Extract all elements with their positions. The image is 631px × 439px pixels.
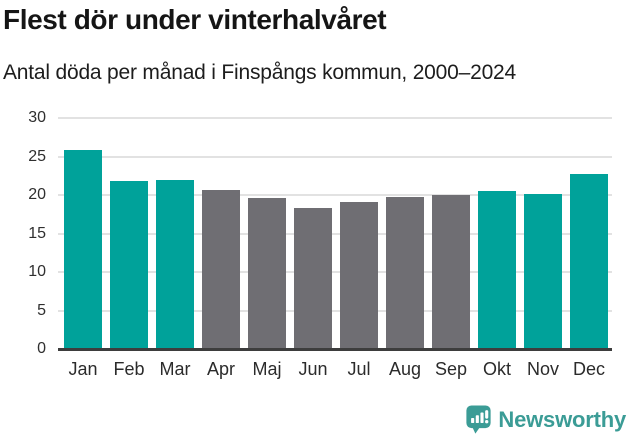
x-tick-label: Sep (434, 359, 468, 379)
y-tick-label: 20 (28, 186, 46, 203)
newsworthy-logo-icon (466, 405, 492, 434)
x-tick-label: Okt (482, 359, 511, 379)
bar (110, 181, 148, 349)
gridline (58, 271, 612, 273)
bar (432, 195, 470, 349)
x-tick-label: Feb (113, 359, 145, 379)
x-tick-label: Jun (298, 359, 328, 379)
bar (248, 198, 286, 349)
y-tick-label: 5 (37, 301, 46, 319)
x-tick-label: Dec (572, 359, 605, 379)
bar (478, 191, 516, 349)
gridline (58, 309, 612, 312)
y-tick-label: 15 (28, 224, 46, 242)
bar (294, 208, 332, 349)
bar (202, 190, 240, 349)
brand-footer: Newsworthy (466, 405, 626, 434)
gridline (58, 194, 612, 196)
x-tick-label: Jan (68, 359, 98, 379)
bar (524, 194, 562, 349)
x-tick-label: Aug (388, 359, 422, 379)
chart-subtitle: Antal döda per månad i Finspångs kommun,… (3, 61, 517, 84)
bar (570, 174, 608, 349)
x-tick-label: Nov (526, 359, 559, 379)
y-tick-label: 25 (28, 147, 46, 165)
bar (64, 149, 102, 349)
bar (156, 179, 194, 349)
y-tick-label: 0 (37, 340, 46, 357)
gridline (58, 232, 612, 235)
x-tick-label: Maj (252, 359, 282, 379)
gridline (58, 117, 612, 119)
y-tick-label: 30 (28, 109, 46, 126)
bar (386, 196, 424, 349)
gridline (58, 155, 612, 158)
x-tick-label: Apr (206, 359, 235, 379)
chart-title: Flest dör under vinterhalvåret (3, 4, 387, 35)
x-tick-label: Jul (347, 359, 371, 379)
y-tick-label: 10 (28, 263, 46, 280)
x-tick-label: Mar (159, 359, 191, 379)
brand-name: Newsworthy (498, 406, 626, 432)
bar (340, 201, 378, 349)
x-axis-line (58, 348, 612, 351)
